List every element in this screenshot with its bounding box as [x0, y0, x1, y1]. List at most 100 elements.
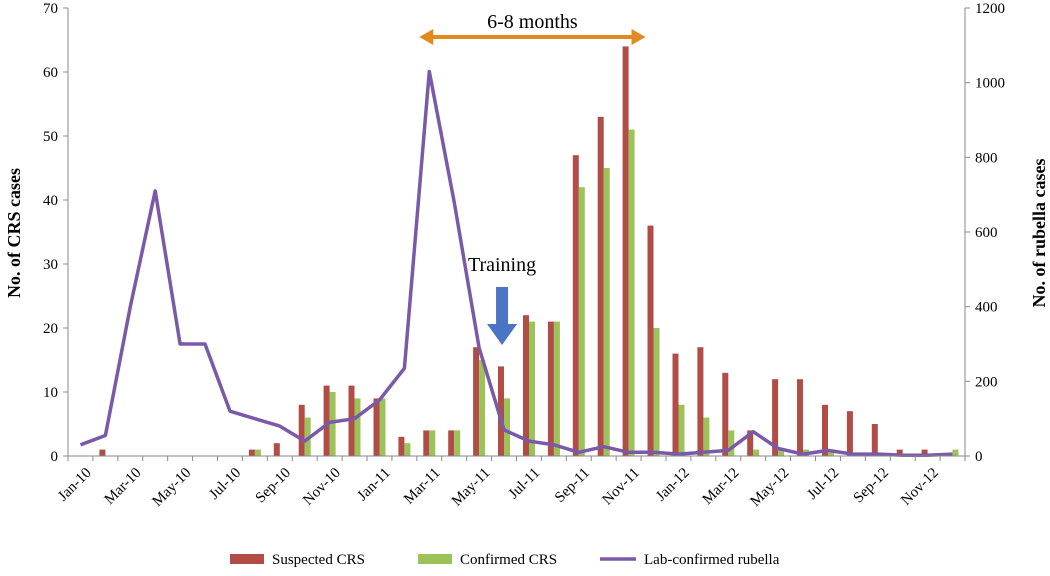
x-tick-label-Nov-10: Nov-10 [300, 465, 344, 509]
x-tick-label-Mar-10: Mar-10 [102, 465, 145, 508]
y2-tick-label-1200: 1200 [975, 1, 1005, 17]
bar-confirmed-Mar-11 [429, 430, 436, 456]
bar-confirmed-Dec-10 [354, 398, 361, 456]
range-arrow-head-right [631, 29, 646, 45]
bar-confirmed-Sep-11 [578, 187, 585, 456]
bar-confirmed-Jul-12 [828, 449, 834, 456]
bar-confirmed-Feb-11 [404, 443, 411, 456]
x-tick-label-Sep-12: Sep-12 [851, 465, 892, 506]
bar-confirmed-Mar-12 [728, 430, 735, 456]
x-tick-label-May-11: May-11 [449, 465, 494, 510]
bar-suspected-Feb-12 [697, 347, 704, 456]
legend-label-suspected: Suspected CRS [272, 552, 365, 568]
x-tick-label-Jul-10: Jul-10 [206, 465, 244, 503]
bar-suspected-Aug-10 [248, 449, 255, 456]
y-tick-label-60: 60 [43, 65, 58, 81]
y2-tick-label-200: 200 [975, 374, 998, 390]
y2-tick-label-600: 600 [975, 225, 998, 241]
bar-confirmed-Jun-11 [504, 398, 510, 456]
bar-suspected-Aug-12 [846, 411, 853, 456]
bar-suspected-Sep-12 [871, 424, 878, 456]
bar-confirmed-Feb-12 [703, 417, 710, 456]
series-line-lab-confirmed-rubella [79, 69, 953, 458]
bar-confirmed-Jan-11 [379, 398, 386, 456]
bar-confirmed-May-12 [778, 449, 785, 456]
bar-confirmed-Nov-10 [329, 392, 336, 456]
annotation-layer: 6-8 months Training [419, 11, 646, 345]
bar-suspected-Oct-11 [597, 116, 604, 457]
x-tick-label-Sep-10: Sep-10 [253, 465, 294, 506]
bar-confirmed-Apr-11 [454, 430, 461, 456]
x-tick-label-Jul-12: Jul-12 [804, 465, 842, 503]
y-tick-label-0: 0 [51, 449, 59, 465]
bar-suspected-Mar-11 [423, 430, 430, 456]
bar-suspected-Jan-12 [672, 353, 679, 456]
bar-suspected-Aug-11 [547, 321, 554, 456]
line-layer [79, 69, 953, 458]
x-tick-label-Jul-11: Jul-11 [506, 465, 543, 502]
bar-suspected-Nov-11 [622, 46, 629, 457]
bar-confirmed-Dec-11 [653, 328, 660, 456]
y2-axis-title: No. of rubella cases [1029, 159, 1049, 308]
range-label: 6-8 months [487, 11, 578, 33]
bar-confirmed-Nov-11 [628, 129, 635, 456]
bar-suspected-Jun-11 [498, 366, 504, 456]
x-tick-label-Mar-12: Mar-12 [700, 465, 743, 508]
bar-confirmed-Apr-12 [753, 449, 760, 456]
y2-tick-label-0: 0 [975, 449, 983, 465]
bar-suspected-Apr-12 [747, 430, 754, 456]
bar-suspected-Apr-11 [448, 430, 455, 456]
bar-suspected-Feb-11 [398, 436, 405, 456]
bar-suspected-Nov-10 [323, 385, 330, 456]
x-tick-label-Mar-11: Mar-11 [401, 465, 444, 508]
training-arrow-shaft [496, 287, 509, 325]
bar-confirmed-Jul-11 [529, 321, 535, 456]
bar-suspected-Jul-12 [822, 404, 828, 456]
bar-suspected-May-12 [772, 379, 779, 456]
y-tick-label-10: 10 [43, 385, 58, 401]
x-tick-label-Nov-11: Nov-11 [600, 465, 643, 508]
legend-swatch-confirmed [418, 554, 452, 564]
bar-confirmed-Oct-11 [603, 168, 610, 456]
y2-tick-label-800: 800 [975, 150, 998, 166]
legend-swatch-suspected [230, 554, 264, 564]
x-tick-label-Jan-12: Jan-12 [653, 465, 693, 505]
x-tick-label-Nov-12: Nov-12 [898, 465, 942, 509]
y-tick-label-20: 20 [43, 321, 58, 337]
y-axis-title: No. of CRS cases [4, 168, 24, 298]
bar-suspected-Sep-10 [273, 443, 280, 456]
bar-suspected-Oct-10 [298, 404, 305, 456]
x-tick-label-Sep-11: Sep-11 [552, 465, 593, 506]
legend: Suspected CRS Confirmed CRS Lab-confirme… [230, 552, 780, 568]
bar-confirmed-May-11 [479, 360, 486, 456]
bar-suspected-Jun-12 [797, 379, 803, 456]
bar-suspected-Oct-12 [896, 449, 903, 456]
bar-suspected-May-11 [473, 347, 480, 456]
bar-confirmed-Aug-11 [553, 321, 560, 456]
y2-tick-label-1000: 1000 [975, 76, 1005, 92]
x-tick-label-Jan-10: Jan-10 [55, 465, 95, 505]
y-tick-label-70: 70 [43, 1, 58, 17]
y-tick-label-40: 40 [43, 193, 58, 209]
bar-suspected-Feb-10 [99, 449, 106, 456]
legend-label-rubella: Lab-confirmed rubella [644, 552, 780, 568]
training-label: Training [468, 254, 536, 276]
x-tick-label-May-12: May-12 [747, 465, 792, 510]
bars-layer [99, 46, 959, 457]
bar-confirmed-Aug-10 [254, 449, 261, 456]
bar-confirmed-Jan-12 [678, 404, 685, 456]
training-arrow-head [487, 324, 518, 345]
y-tick-label-50: 50 [43, 129, 58, 145]
bar-suspected-Sep-11 [572, 155, 579, 456]
bar-suspected-Jan-11 [373, 398, 380, 456]
bar-suspected-Mar-12 [722, 372, 729, 456]
bar-suspected-Jul-11 [523, 315, 529, 456]
x-tick-label-Jan-11: Jan-11 [355, 465, 394, 504]
bar-suspected-Dec-11 [647, 225, 654, 456]
range-arrow-head-left [419, 29, 434, 45]
bar-suspected-Nov-12 [921, 449, 928, 456]
y-tick-label-30: 30 [43, 257, 58, 273]
legend-label-confirmed: Confirmed CRS [460, 552, 557, 568]
